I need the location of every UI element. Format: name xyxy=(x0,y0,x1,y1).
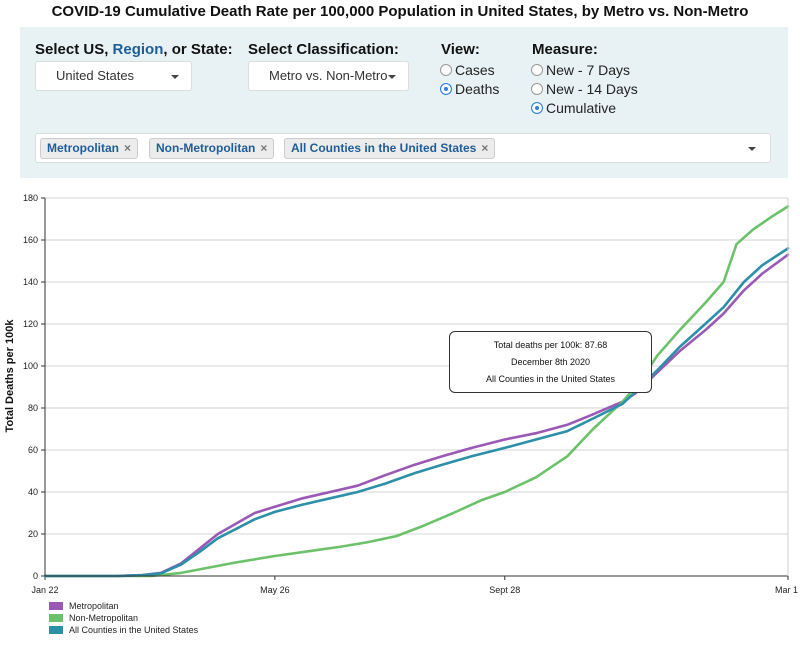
view-option-label: Deaths xyxy=(455,81,500,97)
chevron-down-icon[interactable] xyxy=(748,147,756,151)
chart-title: COVID-19 Cumulative Death Rate per 100,0… xyxy=(51,3,749,20)
view-option-cases[interactable]: Cases xyxy=(440,62,495,79)
measure-option-cumulative[interactable]: Cumulative xyxy=(531,100,616,117)
tooltip-value: Total deaths per 100k: 87.68 xyxy=(493,340,608,350)
series-line-1 xyxy=(43,205,790,578)
y-axis-ticks: 0 20 40 60 80 100 120 140 160 180 xyxy=(23,193,45,581)
chip-label: Metropolitan xyxy=(47,141,119,155)
measure-option-label: New - 14 Days xyxy=(546,81,638,97)
y-tick-label: 160 xyxy=(23,235,38,245)
radio-icon xyxy=(531,83,543,95)
measure-option-label: New - 7 Days xyxy=(546,62,631,78)
legend-label: Non-Metropolitan xyxy=(69,613,139,623)
legend-label: All Counties in the United States xyxy=(69,625,199,635)
series-chip-non-metropolitan: Non-Metropolitan × xyxy=(149,138,275,159)
region-link[interactable]: Region xyxy=(112,41,164,58)
legend-item[interactable]: Metropolitan xyxy=(49,601,198,613)
remove-icon[interactable]: × xyxy=(260,141,268,155)
classification-select[interactable]: Metro vs. Non-Metro xyxy=(248,61,409,91)
view-option-deaths[interactable]: Deaths xyxy=(440,81,499,98)
tooltip-date: December 8th 2020 xyxy=(510,357,591,367)
chart-lines xyxy=(43,205,790,578)
location-label-prefix: Select US, xyxy=(35,41,113,58)
y-tick-label: 40 xyxy=(28,487,38,497)
location-select[interactable]: United States xyxy=(35,61,192,91)
legend-swatch xyxy=(49,614,63,622)
series-line-0 xyxy=(43,253,790,578)
measure-label: Measure: xyxy=(532,41,598,58)
remove-icon[interactable]: × xyxy=(124,141,132,155)
y-tick-label: 20 xyxy=(28,529,38,539)
radio-selected-icon xyxy=(531,102,543,114)
classification-select-value: Metro vs. Non-Metro xyxy=(269,68,388,83)
y-tick-label: 80 xyxy=(28,403,38,413)
classification-label: Select Classification: xyxy=(248,41,399,58)
series-chip-metropolitan: Metropolitan × xyxy=(40,138,139,159)
location-label-suffix: , or State: xyxy=(163,41,233,58)
location-label: Select US, Region, or State: xyxy=(35,41,233,58)
x-tick-label: Jan 22 xyxy=(31,585,58,595)
radio-icon xyxy=(440,64,452,76)
series-line-2 xyxy=(43,247,790,578)
measure-option-new-7[interactable]: New - 7 Days xyxy=(531,62,630,79)
y-tick-label: 180 xyxy=(23,193,38,203)
y-axis-label: Total Deaths per 100k xyxy=(4,319,16,433)
location-select-value: United States xyxy=(56,68,135,83)
legend-swatch xyxy=(49,626,63,634)
y-tick-label: 60 xyxy=(28,445,38,455)
legend-label: Metropolitan xyxy=(69,601,119,611)
y-tick-label: 120 xyxy=(23,319,38,329)
chevron-down-icon xyxy=(171,75,179,79)
series-chip-all-counties: All Counties in the United States × xyxy=(284,138,496,159)
legend-swatch xyxy=(49,602,63,610)
y-tick-label: 140 xyxy=(23,277,38,287)
chart-tooltip: Total deaths per 100k: 87.68 December 8t… xyxy=(449,331,652,393)
controls-panel: Select US, Region, or State: United Stat… xyxy=(20,27,788,178)
chip-label: Non-Metropolitan xyxy=(156,141,256,155)
chart-axes xyxy=(44,198,789,577)
x-tick-label: Mar 1 xyxy=(775,585,798,595)
x-axis-ticks: Jan 22 May 26 Sept 28 Mar 1 xyxy=(31,576,798,595)
measure-option-label: Cumulative xyxy=(546,100,617,116)
y-tick-label: 0 xyxy=(33,571,38,581)
chart-legend: Metropolitan Non-Metropolitan All Counti… xyxy=(49,601,198,637)
radio-icon xyxy=(531,64,543,76)
legend-item[interactable]: All Counties in the United States xyxy=(49,625,198,637)
chart-grid xyxy=(45,197,788,535)
measure-option-new-14[interactable]: New - 14 Days xyxy=(531,81,638,98)
radio-selected-icon xyxy=(440,83,452,95)
view-label: View: xyxy=(441,41,480,58)
legend-item[interactable]: Non-Metropolitan xyxy=(49,613,198,625)
y-tick-label: 100 xyxy=(23,361,38,371)
x-tick-label: Sept 28 xyxy=(489,585,520,595)
chevron-down-icon xyxy=(388,75,396,79)
tooltip-series: All Counties in the United States xyxy=(485,374,616,384)
series-multiselect[interactable]: Metropolitan × Non-Metropolitan × All Coun… xyxy=(35,133,771,163)
x-tick-label: May 26 xyxy=(260,585,290,595)
remove-icon[interactable]: × xyxy=(481,141,489,155)
chip-label: All Counties in the United States xyxy=(291,141,477,155)
view-option-label: Cases xyxy=(455,62,495,78)
